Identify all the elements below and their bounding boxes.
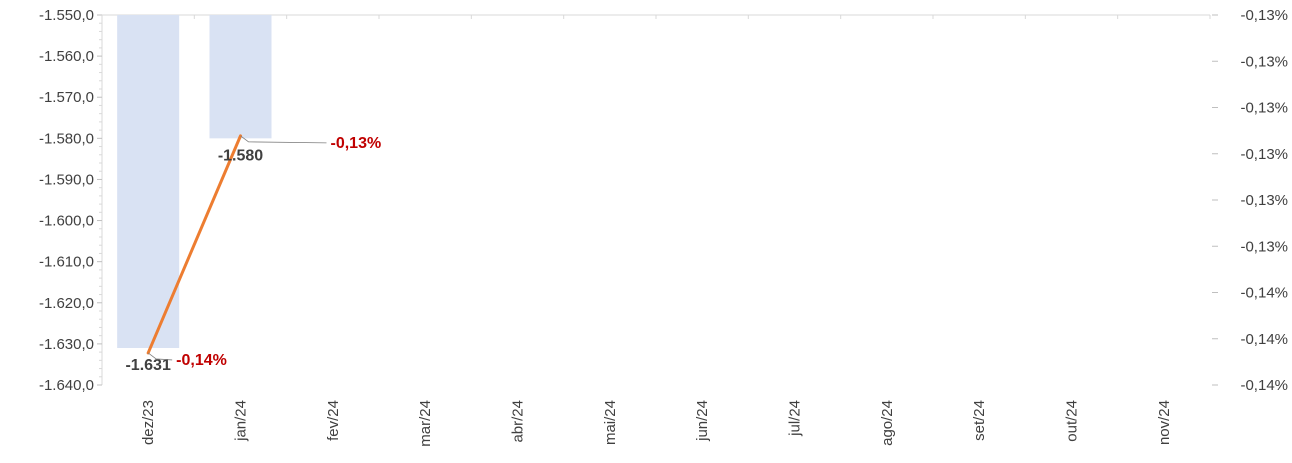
right-tick-label: -0,14% bbox=[1240, 331, 1288, 348]
category-label: dez/23 bbox=[140, 400, 157, 445]
left-tick-label: -1.610,0 bbox=[39, 254, 94, 271]
right-tick-label: -0,13% bbox=[1240, 53, 1288, 70]
bar bbox=[209, 15, 272, 139]
category-label: set/24 bbox=[971, 400, 988, 441]
left-tick-label: -1.630,0 bbox=[39, 336, 94, 353]
right-tick-label: -0,13% bbox=[1240, 192, 1288, 209]
left-tick-label: -1.590,0 bbox=[39, 171, 94, 188]
category-label: jun/24 bbox=[694, 400, 711, 442]
left-tick-label: -1.620,0 bbox=[39, 295, 94, 312]
left-tick-label: -1.640,0 bbox=[39, 377, 94, 394]
right-tick-label: -0,14% bbox=[1240, 285, 1288, 302]
bar bbox=[117, 15, 180, 348]
category-label: ago/24 bbox=[879, 400, 896, 446]
bar-data-label: -1.631 bbox=[125, 357, 170, 374]
left-tick-label: -1.580,0 bbox=[39, 130, 94, 147]
category-label: nov/24 bbox=[1156, 400, 1173, 445]
left-tick-label: -1.560,0 bbox=[39, 48, 94, 65]
category-label: jul/24 bbox=[787, 400, 804, 437]
labels-layer: -1.631 -1.580 -0,14% -0,13% bbox=[125, 135, 381, 374]
axes-layer: -1.550,0 -1.560,0 -1.570,0 -1.580,0 -1.590,0… bbox=[39, 7, 1288, 447]
category-label: fev/24 bbox=[325, 400, 342, 441]
category-label: jan/24 bbox=[233, 400, 250, 442]
bars-layer bbox=[117, 15, 272, 348]
leader-line bbox=[240, 135, 327, 144]
right-tick-label: -0,13% bbox=[1240, 146, 1288, 163]
line-layer bbox=[146, 134, 242, 355]
bar-data-label: -1.580 bbox=[218, 147, 263, 164]
leader-line bbox=[147, 352, 173, 361]
category-label: mar/24 bbox=[417, 400, 434, 447]
category-label: abr/24 bbox=[510, 400, 527, 443]
line-data-label: -0,14% bbox=[176, 352, 227, 369]
right-tick-label: -0,13% bbox=[1240, 100, 1288, 117]
line-series bbox=[146, 134, 242, 355]
left-tick-label: -1.570,0 bbox=[39, 89, 94, 106]
left-tick-label: -1.600,0 bbox=[39, 213, 94, 230]
right-tick-label: -0,14% bbox=[1240, 377, 1288, 394]
right-tick-label: -0,13% bbox=[1240, 7, 1288, 24]
category-label: mai/24 bbox=[602, 400, 619, 445]
right-tick-label: -0,13% bbox=[1240, 238, 1288, 255]
category-label: out/24 bbox=[1064, 400, 1081, 442]
left-tick-label: -1.550,0 bbox=[39, 7, 94, 24]
line-data-label: -0,13% bbox=[331, 135, 382, 152]
